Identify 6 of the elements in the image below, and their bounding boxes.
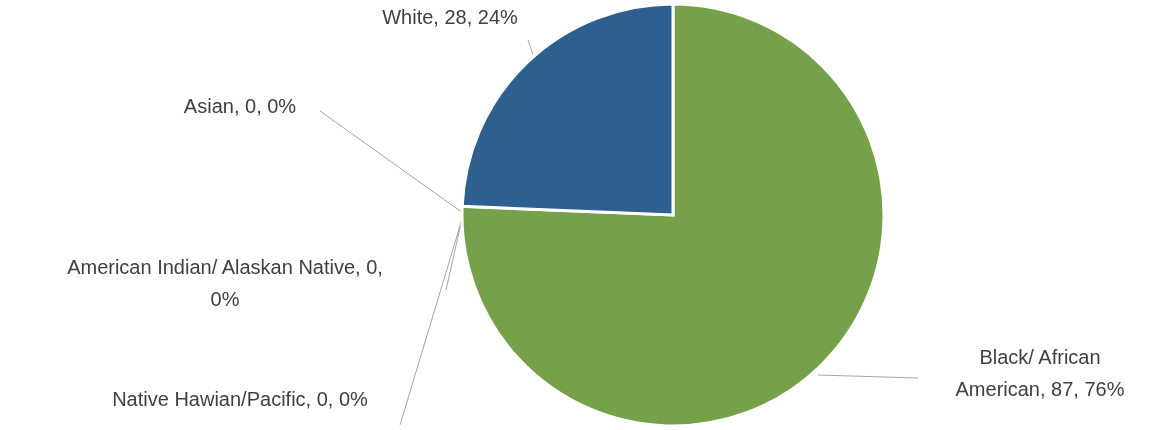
slice-label: Black/ African American, 87, 76%	[955, 346, 1125, 400]
category-label: American Indian/ Alaskan Native, 0,	[67, 256, 383, 278]
category-label: Asian, 0, 0%	[183, 95, 297, 117]
text: 0%	[210, 288, 240, 310]
category-label: Native Hawian/Pacific, 0, 0%	[112, 388, 368, 410]
slice-label: White, 28, 24%	[382, 6, 519, 28]
